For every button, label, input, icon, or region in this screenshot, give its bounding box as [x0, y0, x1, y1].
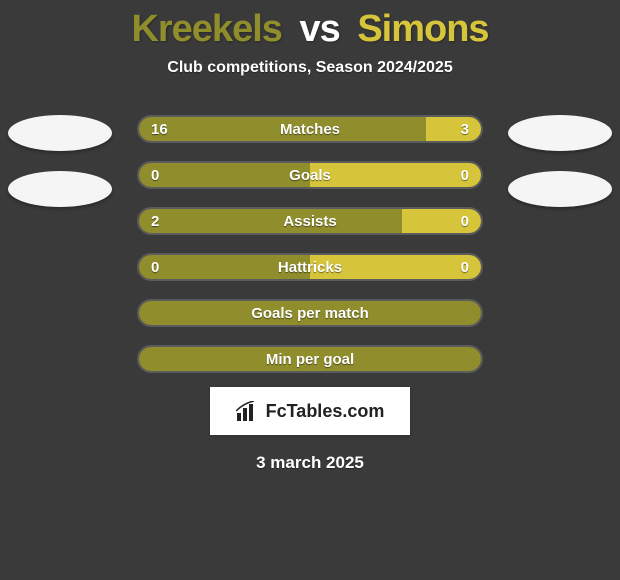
stat-row: Goals0 0 [0, 161, 620, 189]
stat-bar: Hattricks0 0 [137, 253, 483, 281]
stat-value-right: 0 [461, 167, 469, 184]
stat-row: Assists2 0 [0, 207, 620, 235]
stat-label: Goals per match [139, 305, 481, 322]
stat-value-right: 0 [461, 213, 469, 230]
title-player1: Kreekels [131, 8, 281, 50]
stat-value-left: 0 [151, 167, 159, 184]
bar-chart-icon [236, 401, 260, 421]
stat-row: Goals per match [0, 299, 620, 327]
stat-bar: Assists2 0 [137, 207, 483, 235]
date-label: 3 march 2025 [0, 453, 620, 473]
stat-label: Assists [139, 213, 481, 230]
page-title: Kreekels vs Simons [0, 0, 620, 51]
stat-value-left: 16 [151, 121, 168, 138]
comparison-card: Kreekels vs Simons Club competitions, Se… [0, 0, 620, 580]
title-player2: Simons [357, 8, 488, 50]
stat-label: Matches [139, 121, 481, 138]
stat-value-left: 0 [151, 259, 159, 276]
stat-label: Goals [139, 167, 481, 184]
title-vs: vs [299, 8, 339, 50]
stat-bar: Goals per match [137, 299, 483, 327]
stat-bar: Goals0 0 [137, 161, 483, 189]
stat-bar: Matches16 3 [137, 115, 483, 143]
stat-row: Matches16 3 [0, 115, 620, 143]
stats-list: Matches163Goals00Assists20Hattricks00Goa… [0, 115, 620, 373]
stat-row: Hattricks0 0 [0, 253, 620, 281]
stat-value-left: 2 [151, 213, 159, 230]
stat-value-right: 0 [461, 259, 469, 276]
logo-text: FcTables.com [266, 401, 385, 422]
logo-badge: FcTables.com [210, 387, 410, 435]
stat-row: Min per goal [0, 345, 620, 373]
stat-label: Hattricks [139, 259, 481, 276]
stat-value-right: 3 [461, 121, 469, 138]
stat-bar: Min per goal [137, 345, 483, 373]
stat-label: Min per goal [139, 351, 481, 368]
subtitle: Club competitions, Season 2024/2025 [0, 59, 620, 77]
